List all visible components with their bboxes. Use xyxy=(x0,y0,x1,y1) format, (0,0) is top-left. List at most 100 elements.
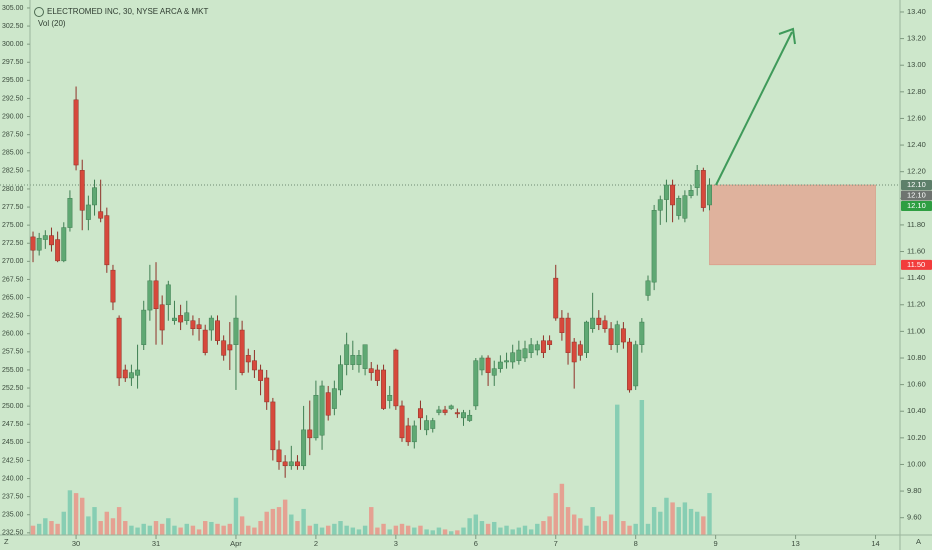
volume-bar xyxy=(442,529,448,535)
candle-body xyxy=(221,340,227,356)
x-tick-label: Apr xyxy=(230,539,242,548)
volume-bar xyxy=(36,523,42,535)
candle-body xyxy=(374,369,380,381)
candle-body xyxy=(614,324,620,345)
volume-bar xyxy=(547,516,552,535)
candle-body xyxy=(670,184,676,206)
volume-bar xyxy=(276,507,282,535)
candle-body xyxy=(264,377,270,403)
volume-bar xyxy=(578,518,583,535)
candle-body xyxy=(454,412,460,415)
volume-bar xyxy=(707,493,712,535)
volume-bar xyxy=(405,525,411,535)
corner-right[interactable]: A xyxy=(916,537,921,546)
y2-tick-label: 250.00 xyxy=(2,403,24,410)
candle-body xyxy=(356,355,362,365)
volume-bar xyxy=(436,527,442,535)
volume-label: Vol (20) xyxy=(38,19,66,28)
candle-body xyxy=(584,321,589,353)
volume-bar xyxy=(381,523,386,535)
y2-tick-label: 285.00 xyxy=(2,150,24,157)
volume-bar xyxy=(86,516,91,535)
candle-body xyxy=(319,385,325,436)
y2-tick-label: 235.00 xyxy=(2,512,24,519)
candle-body xyxy=(190,320,196,329)
volume-bar xyxy=(565,507,571,535)
volume-bar xyxy=(375,527,380,535)
volume-bar xyxy=(282,499,288,535)
candle-body xyxy=(534,344,540,351)
symbol-icon[interactable] xyxy=(34,7,44,17)
candle-body xyxy=(98,211,104,219)
candle-body xyxy=(596,317,602,325)
volume-bar xyxy=(252,527,257,535)
candle-body xyxy=(73,99,79,166)
volume-bar xyxy=(584,525,589,535)
y2-tick-label: 287.50 xyxy=(2,131,24,138)
volume-bar xyxy=(424,529,429,535)
candle-body xyxy=(227,344,233,351)
volume-bar xyxy=(664,497,669,535)
candle-body xyxy=(387,395,393,401)
volume-bar xyxy=(313,523,319,535)
volume-bar xyxy=(67,490,73,535)
x-tick-label: 3 xyxy=(394,539,398,548)
y2-tick-label: 247.50 xyxy=(2,421,24,428)
volume-bar xyxy=(80,497,85,535)
candle-body xyxy=(707,184,712,206)
volume-bar xyxy=(135,527,140,535)
trend-arrow[interactable] xyxy=(715,27,796,186)
candle-body xyxy=(590,317,596,329)
volume-bar xyxy=(221,525,226,535)
y2-tick-label: 262.50 xyxy=(2,312,24,319)
volume-bar xyxy=(123,521,128,535)
y2-tick-label: 270.00 xyxy=(2,258,24,265)
corner-left[interactable]: Z xyxy=(4,537,9,546)
candle-body xyxy=(258,369,264,381)
candle-body xyxy=(178,315,184,323)
volume-bar xyxy=(596,516,602,535)
volume-bar xyxy=(116,507,122,535)
volume-bar xyxy=(461,527,466,535)
volume-bar xyxy=(246,525,251,535)
candle-body xyxy=(233,317,239,345)
candle-body xyxy=(657,199,663,211)
y2-tick-label: 232.50 xyxy=(2,530,24,537)
candle-body xyxy=(350,355,356,365)
candle-body xyxy=(645,280,651,296)
candle-body xyxy=(399,405,405,439)
candle-body xyxy=(639,321,645,345)
price-label: 12.10 xyxy=(907,190,926,199)
candle-body xyxy=(608,328,614,345)
candle-body xyxy=(344,344,350,365)
volume-bar xyxy=(510,529,515,535)
y2-tick-label: 297.50 xyxy=(2,59,24,66)
candle-body xyxy=(313,395,319,439)
volume-bar xyxy=(658,511,663,535)
volume-bar xyxy=(227,523,233,535)
y2-tick-label: 292.50 xyxy=(2,95,24,102)
candle-body xyxy=(491,368,497,376)
candle-body xyxy=(215,320,220,341)
candle-body xyxy=(417,408,423,419)
candle-body xyxy=(104,215,110,266)
candle-body xyxy=(338,364,343,391)
volume-bar xyxy=(166,518,171,535)
volume-bar xyxy=(153,521,159,535)
price-label-bg xyxy=(901,200,932,211)
chart-title: ELECTROMED INC, 30, NYSE ARCA & MKT xyxy=(47,7,208,16)
candle-body xyxy=(510,352,516,363)
volume-bar xyxy=(430,530,435,535)
volume-bar xyxy=(467,518,472,535)
y2-tick-label: 275.00 xyxy=(2,222,24,229)
volume-bar xyxy=(455,530,460,535)
candle-body xyxy=(467,414,473,421)
volume-bar xyxy=(473,514,479,535)
candle-body xyxy=(147,280,153,311)
candle-body xyxy=(61,227,67,262)
y-tick-label: 10.80 xyxy=(907,353,926,362)
y2-tick-label: 245.00 xyxy=(2,439,24,446)
y2-tick-label: 265.00 xyxy=(2,294,24,301)
candle-body xyxy=(110,269,116,303)
candle-body xyxy=(153,280,159,310)
